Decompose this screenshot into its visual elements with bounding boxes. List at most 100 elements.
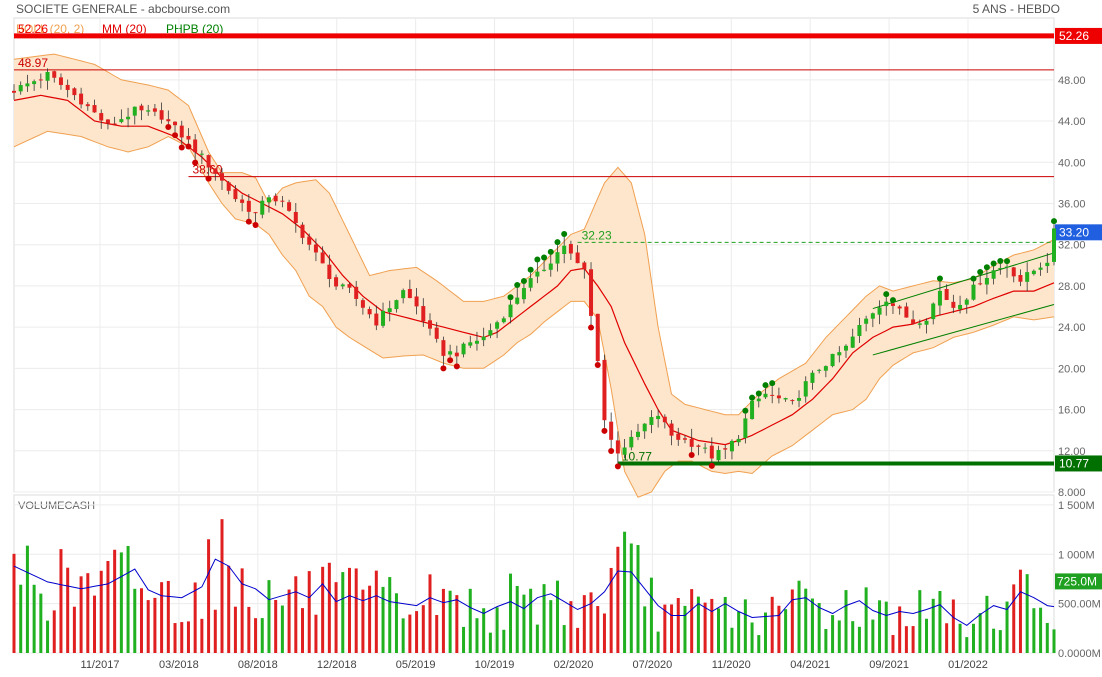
candle-body: [521, 288, 526, 300]
volume-bar: [676, 598, 680, 653]
volume-bar: [39, 593, 43, 653]
volume-bar: [730, 627, 734, 653]
volume-bar: [227, 565, 231, 653]
volume-bar: [938, 590, 942, 653]
volume-bar: [139, 588, 143, 653]
candle-body: [186, 135, 191, 140]
candle-body: [253, 212, 258, 214]
volume-bar: [737, 611, 741, 653]
volume-bar: [146, 600, 150, 653]
volume-bar: [958, 623, 962, 653]
signal-dot-up: [534, 256, 541, 263]
volume-bar: [542, 584, 546, 653]
volume-bar: [321, 566, 325, 653]
level-label: 48.97: [18, 56, 48, 70]
volume-bar: [32, 584, 36, 653]
volume-bar: [790, 589, 794, 653]
volume-bar: [535, 624, 539, 653]
y-tick-label: 44.00: [1058, 116, 1086, 128]
volume-bar: [978, 613, 982, 653]
volume-bar: [777, 605, 781, 653]
volume-bar: [878, 600, 882, 653]
candle-body: [662, 416, 667, 423]
volume-bar: [408, 614, 412, 653]
volume-bar: [891, 635, 895, 653]
x-tick-label: 10/2019: [475, 659, 515, 671]
y-tick-label: 40.00: [1058, 157, 1086, 169]
level-label: 10.77: [622, 449, 652, 463]
signal-dot-up: [755, 390, 762, 397]
price-panel-frame: [13, 17, 1055, 493]
axis-badge: [1055, 455, 1102, 472]
volume-bar: [985, 595, 989, 653]
candle-body: [454, 352, 459, 357]
candle-body: [736, 438, 741, 443]
chart-title: SOCIETE GENERALE - abcbourse.com: [16, 2, 231, 16]
y-tick-label: 16.00: [1058, 405, 1086, 417]
candle-body: [99, 113, 104, 121]
volume-bar: [220, 519, 224, 653]
legend-bollinger: BOLL (20, 2): [16, 22, 85, 36]
y-tick-label: 48.00: [1058, 75, 1086, 87]
candle-body: [441, 340, 446, 356]
volume-bar: [992, 628, 996, 653]
candle-body: [132, 106, 137, 116]
period-label: 5 ANS - HEBDO: [972, 2, 1060, 16]
x-tick-label: 11/2020: [712, 659, 751, 671]
x-tick-label: 04/2021: [790, 659, 830, 671]
volume-bar: [166, 580, 170, 653]
candle-body: [924, 320, 929, 325]
candle-body: [723, 448, 728, 450]
volume-bar: [549, 600, 553, 653]
candle-body: [367, 308, 372, 315]
volume-bar: [475, 618, 479, 653]
volume-bar: [59, 549, 63, 653]
volume-bar: [180, 622, 184, 653]
volume-last-badge: [1055, 573, 1102, 590]
volume-bar: [582, 595, 586, 653]
candle-body: [495, 322, 500, 329]
volume-bar: [636, 545, 640, 653]
candle-body: [381, 310, 386, 326]
last-price-badge: [1055, 224, 1102, 241]
candle-body: [770, 394, 775, 396]
candle-body: [622, 447, 627, 455]
signal-dot-down: [165, 123, 172, 130]
volume-bar: [415, 611, 419, 653]
volume-bar: [623, 531, 627, 653]
signal-dot-up: [983, 264, 990, 271]
volume-bar: [1012, 584, 1016, 653]
trend-channel-line: [872, 303, 1055, 356]
candle-body: [890, 303, 895, 306]
candle-body: [528, 278, 533, 288]
candle-body: [830, 353, 835, 367]
candle-body: [488, 330, 493, 336]
candle-body: [12, 90, 16, 93]
signal-dot-up: [507, 294, 514, 301]
volume-bar: [824, 628, 828, 653]
volume-bar: [462, 626, 466, 653]
candle-body: [857, 325, 862, 336]
candle-body: [354, 286, 359, 299]
y-tick-label: 36.00: [1058, 198, 1086, 210]
candle-body: [971, 284, 976, 300]
candle-body: [266, 197, 271, 203]
candle-body: [844, 345, 848, 351]
candle-body: [85, 104, 90, 107]
y-tick-label: 8.000: [1058, 487, 1086, 499]
candle-body: [797, 397, 802, 401]
last-price-label: 33.20: [1059, 225, 1089, 239]
candle-body: [1038, 267, 1043, 270]
candle-body: [629, 436, 634, 448]
volume-bar: [569, 601, 573, 653]
candle-body: [226, 182, 231, 191]
volume-bar: [555, 580, 559, 653]
candle-body: [434, 327, 439, 339]
candle-body: [146, 110, 151, 112]
signal-dot-up: [561, 230, 568, 237]
candle-body: [45, 72, 50, 81]
candle-body: [428, 320, 432, 329]
volume-bar: [247, 606, 251, 653]
candle-body: [293, 211, 298, 223]
volume-bar: [66, 567, 70, 653]
